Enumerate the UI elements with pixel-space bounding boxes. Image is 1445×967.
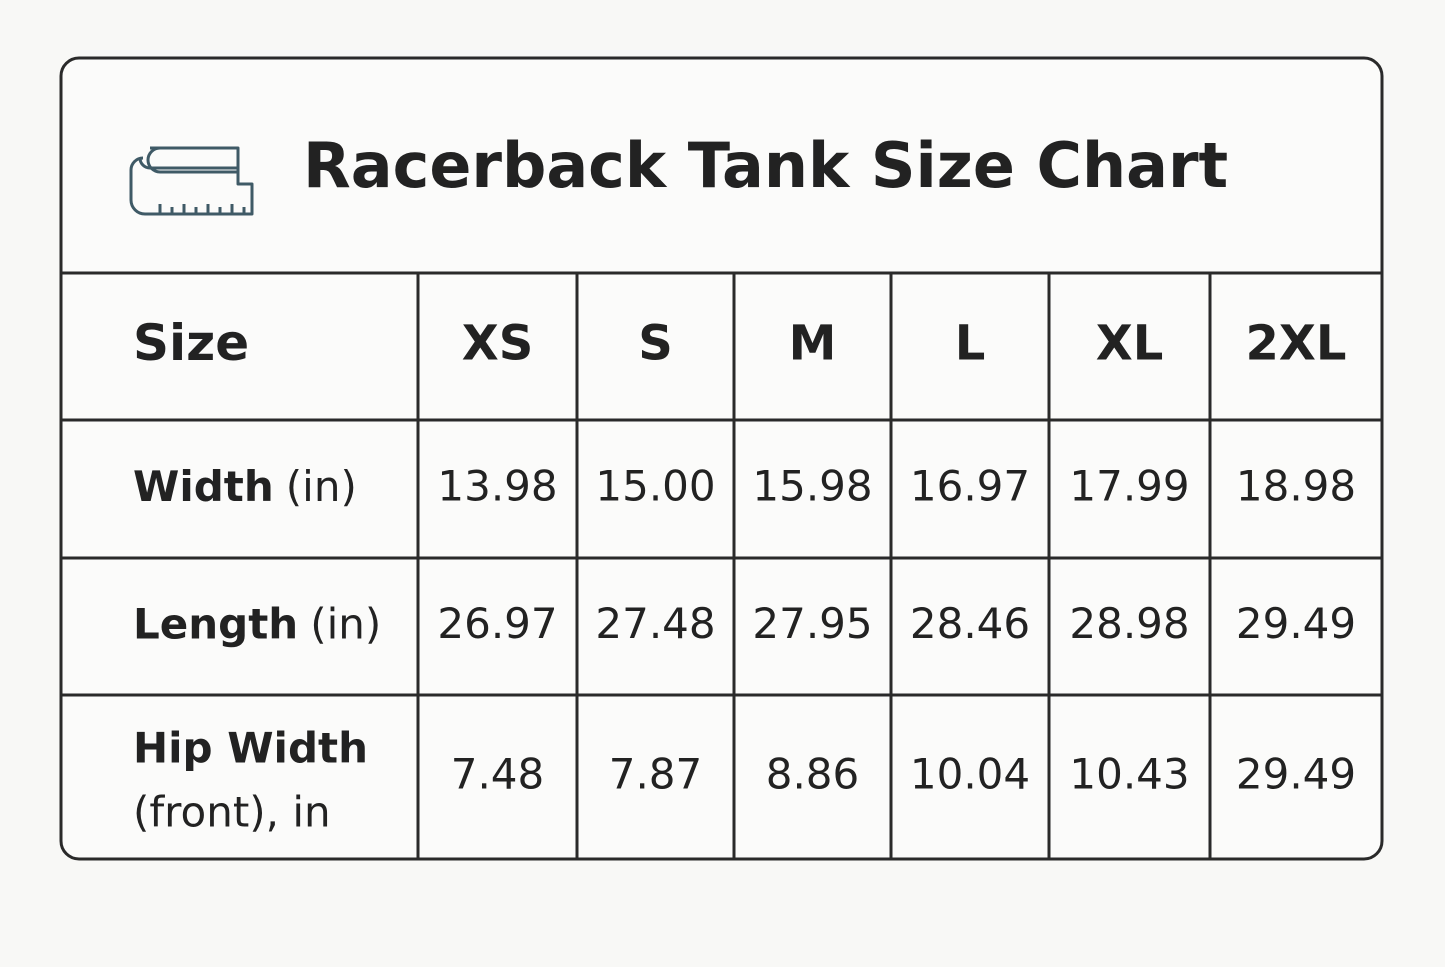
value-cell: 18.98: [1236, 462, 1356, 511]
value-cell: 28.46: [910, 599, 1030, 648]
header-cell: S: [638, 316, 673, 372]
header-cell: M: [789, 316, 837, 372]
value-cell: 7.87: [609, 750, 703, 799]
row-label: Length (in): [133, 599, 381, 648]
row-label-name: Hip Width: [133, 724, 368, 773]
row-label: Width (in): [133, 462, 357, 511]
header-cell: XS: [462, 316, 534, 372]
value-cell: 27.48: [595, 599, 715, 648]
header-cell: Size: [133, 314, 249, 372]
row-label-name: Length: [133, 599, 298, 648]
value-cell: 17.99: [1069, 462, 1189, 511]
tape-body: [129, 170, 254, 216]
value-cell: 27.95: [752, 599, 872, 648]
value-cell: 7.48: [451, 750, 545, 799]
value-cell: 10.04: [910, 750, 1030, 799]
row-label-unit: (in): [286, 462, 357, 511]
row-label-unit: (front), in: [133, 788, 331, 837]
value-cell: 28.98: [1069, 599, 1189, 648]
card: [59, 56, 1384, 861]
value-cell: 26.97: [437, 599, 557, 648]
value-cell: 15.00: [595, 462, 715, 511]
value-cell: 8.86: [766, 750, 860, 799]
header-cell: L: [955, 316, 986, 372]
value-cell: 16.97: [910, 462, 1030, 511]
value-cell: 15.98: [752, 462, 872, 511]
title: Racerback Tank Size Chart: [303, 129, 1228, 202]
tape-edge: [129, 156, 144, 171]
row-label-name: Width: [133, 462, 274, 511]
header-cell: XL: [1096, 316, 1164, 372]
value-cell: 29.49: [1236, 750, 1356, 799]
value-cell: 29.49: [1236, 599, 1356, 648]
tape-roll: [146, 146, 240, 174]
header-cell: 2XL: [1246, 316, 1347, 372]
value-cell: 10.43: [1069, 750, 1189, 799]
ruler-icon: [129, 146, 254, 216]
tape-ticks: [158, 204, 246, 214]
row-label-unit: (in): [310, 599, 381, 648]
value-cell: 13.98: [437, 462, 557, 511]
